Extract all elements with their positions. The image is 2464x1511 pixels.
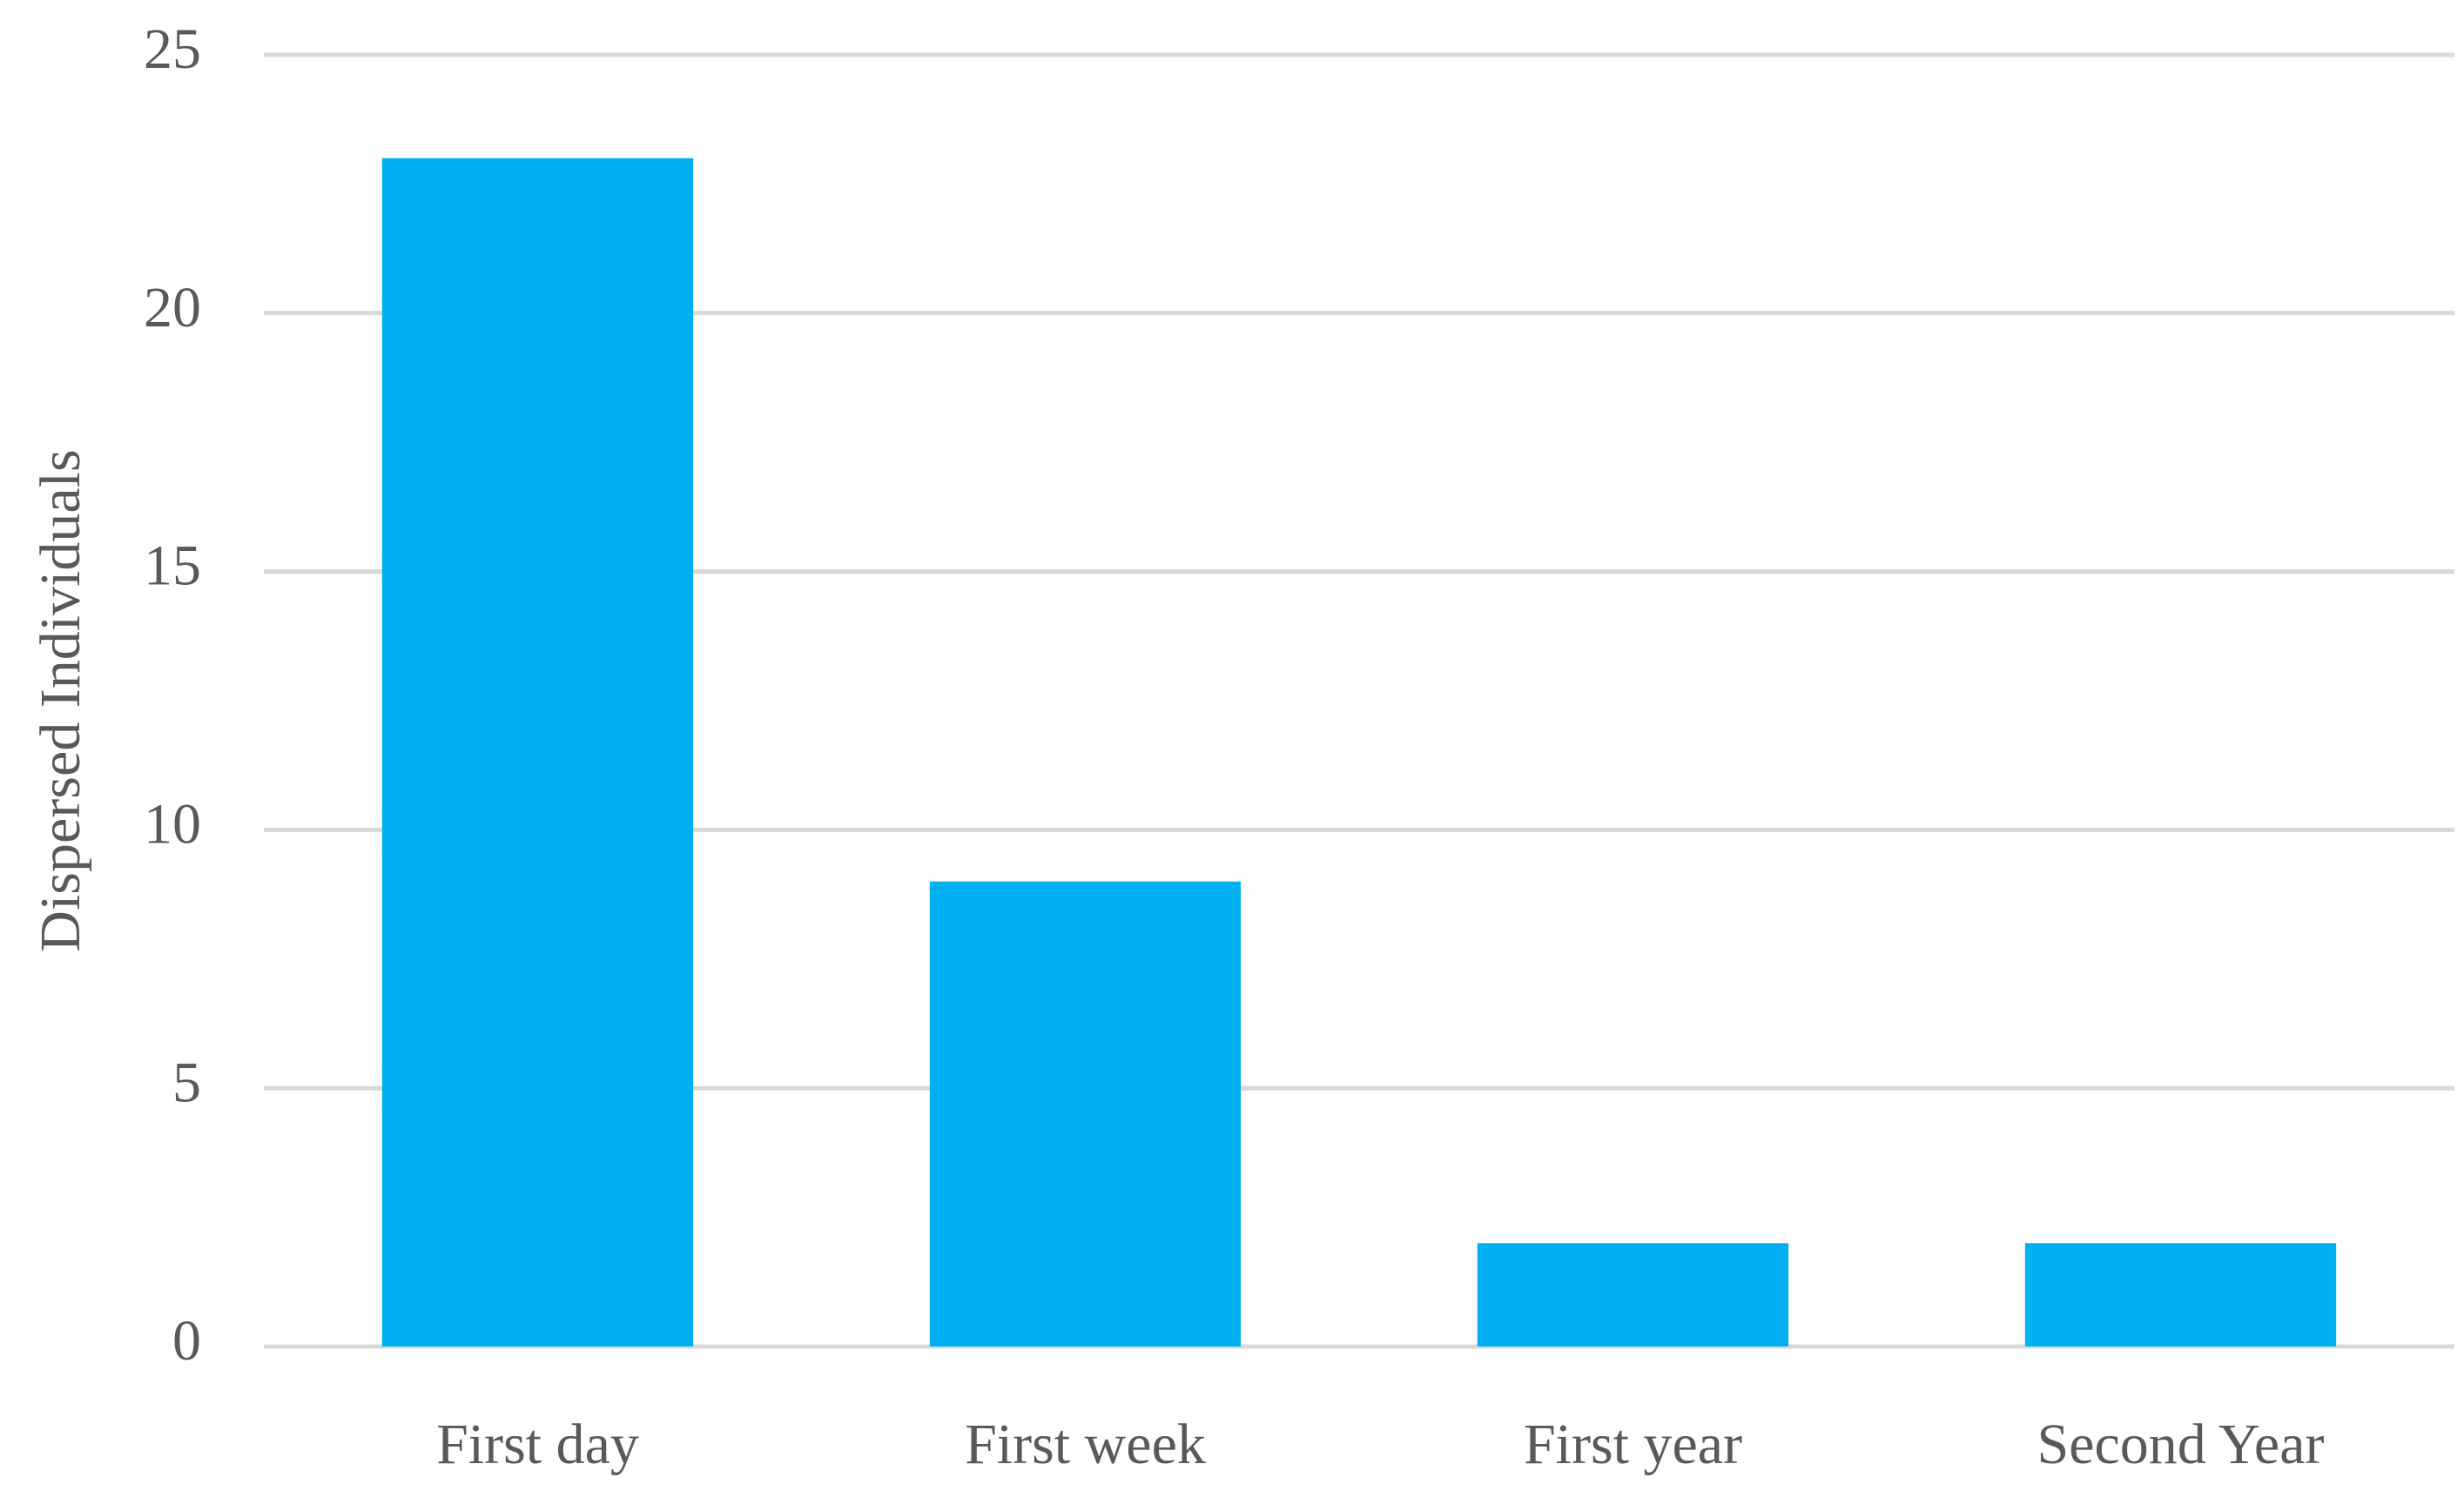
y-tick-label: 25 [144,17,201,81]
x-tick-label: First week [965,1413,1206,1476]
bar [381,158,694,1347]
y-tick-label: 15 [144,534,201,598]
bar [929,881,1242,1346]
y-axis-title: Dispersed Individuals [29,449,92,951]
bar [2024,1243,2337,1346]
y-tick-label: 0 [172,1309,201,1373]
bar [1477,1243,1789,1346]
x-tick-label: Second Year [2037,1413,2325,1476]
y-tick-label: 10 [144,793,201,856]
x-tick-label: First day [436,1413,639,1476]
x-tick-label: First year [1524,1413,1742,1476]
y-tick-label: 20 [144,276,201,339]
y-tick-label: 5 [172,1051,201,1114]
